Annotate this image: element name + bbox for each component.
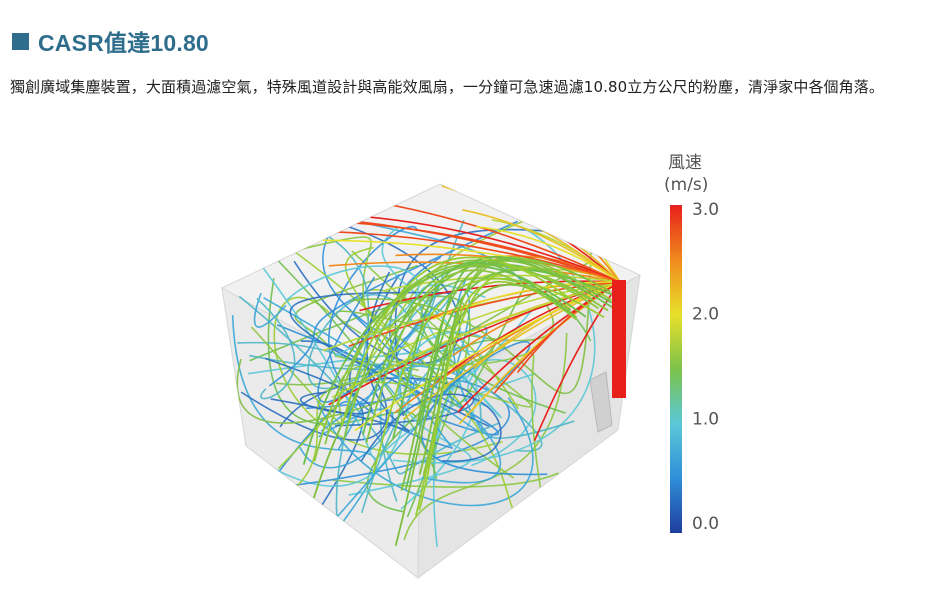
section-title: CASR值達10.80 bbox=[38, 30, 209, 56]
air-purifier-device bbox=[589, 371, 613, 433]
air-outlet-jet bbox=[612, 280, 626, 398]
colorbar-tick-label: 3.0 bbox=[692, 200, 719, 220]
colorbar-tick-label: 2.0 bbox=[692, 305, 719, 325]
section-heading: CASR值達10.80 bbox=[12, 24, 209, 58]
square-bullet-icon bbox=[12, 32, 29, 50]
velocity-colorbar: 風速 (m/s) 3.0 2.0 1.0 0.0 bbox=[664, 153, 719, 534]
colorbar-title: 風速 bbox=[668, 153, 702, 173]
colorbar-unit: (m/s) bbox=[664, 175, 708, 195]
airflow-simulation-figure: 風速 (m/s) 3.0 2.0 1.0 0.0 bbox=[0, 140, 945, 599]
section-description: 獨創廣域集塵裝置，大面積過濾空氣，特殊風道設計與高能效風扇，一分鐘可急速過濾10… bbox=[10, 78, 884, 96]
colorbar-tick-label: 1.0 bbox=[692, 409, 719, 429]
airflow-streamlines bbox=[231, 185, 621, 550]
colorbar-tick-label: 0.0 bbox=[692, 514, 719, 534]
colorbar-gradient bbox=[670, 205, 682, 533]
